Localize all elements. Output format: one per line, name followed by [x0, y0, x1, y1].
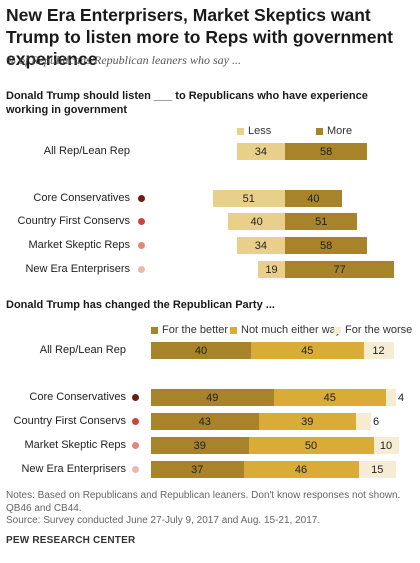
bar-more: 40 — [285, 190, 342, 207]
legend-swatch — [334, 326, 341, 334]
category-label: Market Skeptic Reps — [28, 239, 130, 251]
bar-more: 51 — [285, 213, 358, 230]
chart-changed: For the better Not much either way For the… — [13, 324, 412, 478]
category-dot — [138, 218, 145, 225]
category-label: All Rep/Lean Rep — [39, 344, 126, 356]
category-label: New Era Enterprisers — [21, 463, 126, 475]
bar-for-the-better: 39 — [151, 437, 249, 454]
bar-for-the-worse: 10 — [373, 437, 399, 454]
category-dot — [132, 394, 139, 401]
bar-more: 77 — [285, 261, 395, 278]
category-dot — [132, 466, 139, 473]
bar-for-the-better: 40 — [151, 342, 251, 359]
category-dot — [138, 242, 145, 249]
bar-for-the-worse: 12 — [363, 342, 394, 359]
legend-not-much-either-way: Not much either way — [230, 324, 341, 336]
bar-for-the-worse: 4 — [398, 391, 405, 404]
notes-text: Notes: Based on Republicans and Republic… — [6, 490, 401, 514]
chart-listen: Less More All Rep/Lean Rep 34 58 Core Conserv… — [17, 125, 395, 278]
credit: PEW RESEARCH CENTER — [6, 535, 136, 546]
bar-segment-fill — [356, 413, 371, 430]
legend-swatch — [316, 127, 323, 135]
bar-less: 19 — [258, 261, 285, 278]
category-dot — [132, 442, 139, 449]
bar-not-much-either-way: 45 — [273, 389, 386, 406]
bar-less: 40 — [228, 213, 285, 230]
bar-for-the-better: 49 — [151, 389, 274, 406]
bar-not-much-either-way: 39 — [258, 413, 356, 430]
bar-less: 34 — [236, 237, 285, 254]
bar-segment-fill — [386, 389, 396, 406]
category-label: Core Conservatives — [29, 391, 126, 403]
legend-more: More — [316, 125, 352, 137]
bar-for-the-better: 37 — [151, 461, 244, 478]
bar-not-much-either-way: 50 — [248, 437, 374, 454]
chart-subtitle: % of Republicans/Republican leaners who … — [6, 53, 241, 67]
category-dot — [138, 266, 145, 273]
bar-less: 34 — [236, 143, 285, 160]
category-label: Country First Conservs — [17, 215, 130, 227]
legend-label: For the worse — [345, 324, 413, 336]
bar-more: 58 — [285, 143, 368, 160]
legend-label: Less — [248, 125, 272, 137]
category-dot — [132, 418, 139, 425]
legend-for-the-better: For the better — [151, 324, 228, 336]
legend-swatch — [151, 326, 158, 334]
category-label: Country First Conservs — [13, 415, 126, 427]
legend-swatch — [230, 326, 237, 334]
category-label: All Rep/Lean Rep — [43, 145, 130, 157]
bar-not-much-either-way: 46 — [243, 461, 359, 478]
bar-more: 58 — [285, 237, 368, 254]
bar-for-the-worse: 6 — [373, 415, 380, 428]
legend-for-the-worse: For the worse — [334, 324, 412, 336]
legend-label: Not much either way — [241, 324, 342, 336]
source-text: Source: Survey conducted June 27-July 9,… — [6, 515, 321, 526]
legend-swatch — [237, 127, 244, 135]
category-dot — [138, 195, 145, 202]
notes: Notes: Based on Republicans and Republic… — [6, 490, 416, 528]
chart-title: New Era Enterprisers, Market Skeptics wa… — [6, 5, 393, 69]
legend-label: More — [327, 125, 353, 137]
bar-not-much-either-way: 45 — [251, 342, 364, 359]
section-title-listen: Donald Trump should listen ___ to Republ… — [6, 90, 368, 116]
legend-less: Less — [237, 125, 271, 137]
bar-for-the-worse: 15 — [358, 461, 396, 478]
legend-label: For the better — [162, 324, 229, 336]
category-label: Market Skeptic Reps — [24, 439, 126, 451]
category-label: Core Conservatives — [33, 192, 130, 204]
category-label: New Era Enterprisers — [25, 263, 130, 275]
bar-for-the-better: 43 — [151, 413, 259, 430]
section-title-changed: Donald Trump has changed the Republican … — [6, 299, 275, 311]
bar-less: 51 — [212, 190, 285, 207]
